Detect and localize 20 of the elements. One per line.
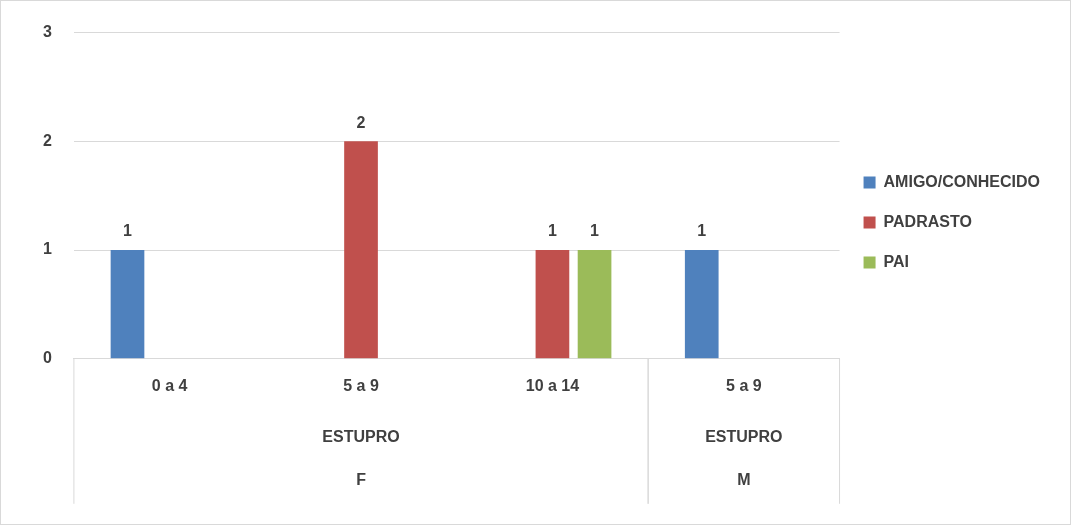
y-tick-label: 1	[42, 240, 52, 258]
legend-label: PADRASTO	[883, 212, 972, 230]
x-tick-label: 0 a 4	[151, 376, 188, 394]
text: F	[356, 471, 367, 489]
legend-label: PAI	[883, 252, 910, 270]
text: ESTUPRO	[322, 428, 400, 446]
x-tick-label: 5 a 9	[726, 376, 762, 394]
data-label: 1	[697, 222, 707, 240]
text: M	[737, 471, 751, 489]
y-tick-label: 2	[42, 131, 52, 149]
x-tick-label: 5 a 9	[343, 376, 379, 394]
x-tick-label: 10 a 14	[525, 376, 580, 394]
legend-label: AMIGO/CONHECIDO	[883, 172, 1041, 190]
data-label: 1	[590, 222, 600, 240]
y-tick-label: 3	[42, 23, 52, 41]
text: ESTUPRO	[705, 428, 783, 446]
data-label: 1	[123, 222, 133, 240]
y-tick-label: 0	[42, 349, 52, 367]
data-label: 1	[547, 222, 557, 240]
data-label: 2	[356, 113, 366, 131]
